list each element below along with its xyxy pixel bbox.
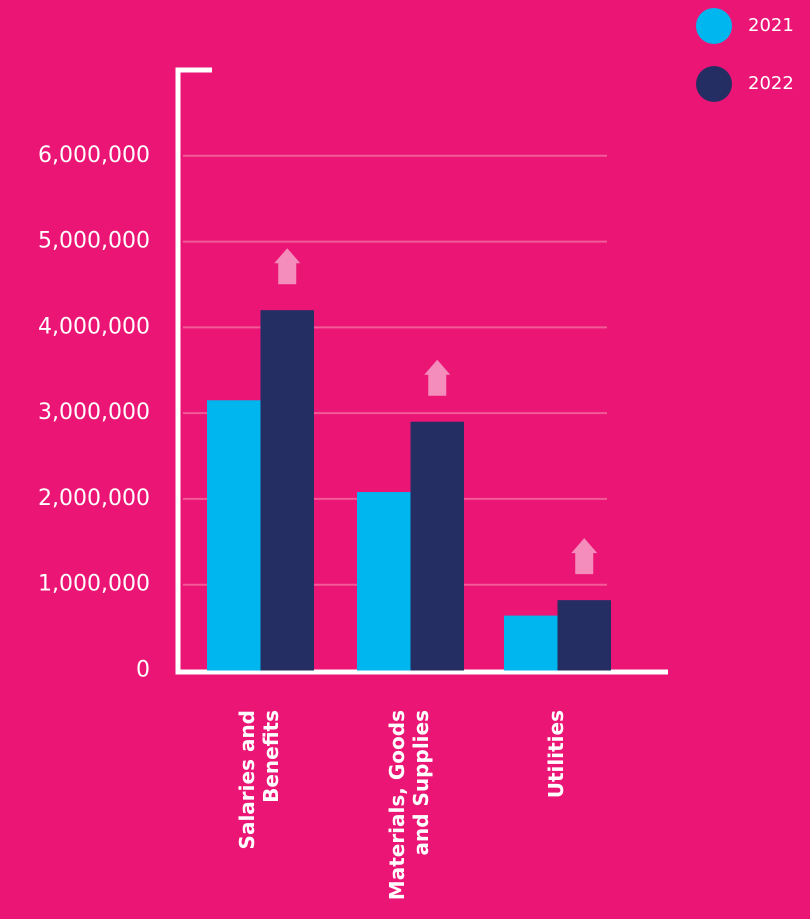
x-tick-label: Salaries and: [235, 710, 259, 849]
y-tick-label: 5,000,000: [38, 229, 150, 254]
x-tick-label: Materials, Goods: [385, 710, 409, 900]
bar: [207, 400, 261, 670]
bar: [504, 616, 558, 671]
bar: [411, 422, 465, 671]
legend-swatch: [696, 8, 732, 44]
y-tick-label: 4,000,000: [38, 314, 150, 339]
legend-label: 2021: [748, 15, 794, 36]
x-tick-label: Benefits: [259, 710, 283, 803]
chart: 0 1,000,000 2,000,000 3,000,000 4,000,000 5,0…: [0, 0, 810, 919]
bar: [357, 492, 411, 670]
y-tick-label: 1,000,000: [38, 572, 150, 597]
bar: [261, 310, 315, 670]
y-tick-label: 0: [136, 658, 150, 683]
y-tick-label: 2,000,000: [38, 486, 150, 511]
bar: [558, 600, 612, 670]
y-tick-label: 3,000,000: [38, 400, 150, 425]
legend-swatch: [696, 66, 732, 102]
x-tick-label: Utilities: [544, 710, 568, 798]
legend-label: 2022: [748, 73, 794, 94]
x-tick-label: and Supplies: [409, 710, 433, 855]
y-tick-label: 6,000,000: [38, 143, 150, 168]
